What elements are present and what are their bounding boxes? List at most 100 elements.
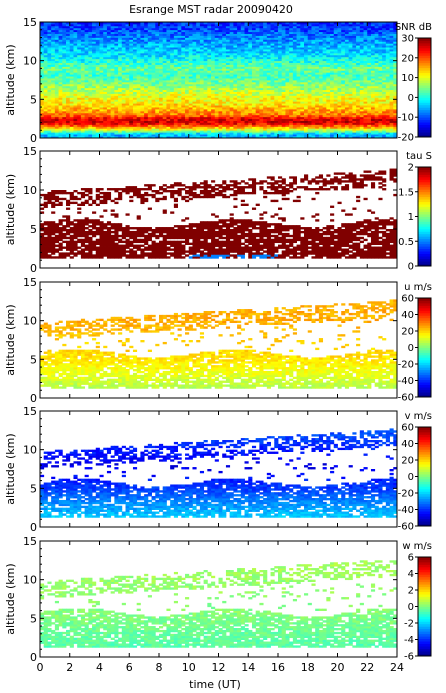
heatmap-cell (40, 132, 45, 135)
heatmap-cell (177, 109, 182, 112)
heatmap-cell (181, 49, 186, 52)
heatmap-cell (110, 33, 115, 36)
heatmap-cell (166, 31, 171, 34)
heatmap-cell (62, 107, 67, 110)
heatmap-cell (207, 110, 212, 114)
heatmap-cell (181, 109, 186, 112)
heatmap-cell (229, 132, 234, 135)
heatmap-cell (110, 132, 115, 135)
heatmap-cell (114, 128, 119, 131)
heatmap-cell (43, 107, 48, 110)
heatmap-cell (229, 47, 234, 50)
heatmap-cell (73, 132, 78, 135)
heatmap-cell (185, 47, 190, 50)
heatmap-cell (66, 60, 71, 63)
heatmap-cell (185, 116, 190, 120)
heatmap-cell (159, 35, 164, 38)
heatmap-cell (40, 25, 45, 29)
heatmap-cell (140, 91, 145, 94)
heatmap-cell (170, 110, 175, 114)
heatmap-cell (192, 89, 197, 92)
heatmap-cell (125, 23, 130, 27)
heatmap-cell (73, 45, 78, 48)
heatmap-cell (51, 110, 56, 114)
heatmap-cell (66, 64, 71, 67)
heatmap-cell (192, 78, 197, 81)
heatmap-cell (99, 114, 104, 118)
heatmap-cell (77, 27, 82, 31)
heatmap-cell (54, 130, 59, 133)
heatmap-cell (110, 91, 115, 94)
heatmap-cell (225, 134, 231, 137)
heatmap-cell (166, 116, 171, 120)
heatmap-cell (222, 132, 227, 135)
heatmap-cell (47, 29, 52, 33)
heatmap-cell (69, 51, 74, 54)
heatmap-cell (114, 97, 119, 100)
heatmap-cell (147, 81, 152, 85)
heatmap-cell (47, 99, 52, 102)
heatmap-cell (51, 101, 56, 104)
heatmap-cell (110, 85, 115, 89)
heatmap-cell (166, 122, 171, 125)
heatmap-cell (170, 114, 175, 118)
heatmap-cell (110, 49, 115, 52)
heatmap-cell (99, 110, 104, 114)
heatmap-cell (203, 83, 208, 87)
heatmap-cell (54, 118, 59, 121)
heatmap-cell (214, 89, 219, 92)
heatmap-cell (162, 87, 167, 91)
heatmap-cell (77, 112, 82, 116)
heatmap-cell (177, 70, 182, 73)
heatmap-cell (173, 80, 178, 83)
heatmap-cell (132, 72, 138, 75)
heatmap-cell (170, 122, 175, 125)
heatmap-cell (218, 39, 223, 42)
heatmap-cell (51, 78, 56, 81)
heatmap-cell (177, 45, 182, 48)
heatmap-cell (233, 124, 238, 127)
heatmap-cell (84, 105, 89, 108)
heatmap-cell (222, 27, 227, 31)
heatmap-cell (110, 87, 115, 91)
heatmap-cell (218, 41, 223, 44)
heatmap-cell (211, 120, 216, 123)
heatmap-cell (147, 130, 152, 133)
heatmap-cell (147, 60, 152, 63)
heatmap-cell (229, 122, 234, 125)
heatmap-cell (144, 107, 149, 110)
heatmap-cell (121, 124, 126, 127)
heatmap-cell (229, 64, 234, 67)
heatmap-cell (185, 51, 190, 54)
heatmap-cell (129, 120, 134, 123)
heatmap-cell (144, 74, 149, 77)
heatmap-cell (185, 124, 190, 127)
heatmap-cell (54, 81, 59, 85)
heatmap-cell (147, 37, 152, 40)
heatmap-cell (99, 126, 104, 129)
heatmap-cell (103, 126, 108, 129)
heatmap-cell (151, 132, 156, 135)
heatmap-cell (218, 87, 223, 91)
heatmap-cell (177, 27, 182, 31)
heatmap-cell (159, 43, 164, 46)
heatmap-cell (199, 27, 205, 31)
heatmap-cell (84, 35, 89, 38)
heatmap-cell (58, 89, 63, 92)
heatmap-cell (136, 47, 141, 50)
heatmap-cell (88, 54, 93, 58)
heatmap-cell (192, 58, 197, 62)
heatmap-cell (69, 99, 74, 102)
heatmap-cell (207, 97, 212, 100)
heatmap-cell (69, 45, 74, 48)
heatmap-cell (151, 126, 156, 129)
heatmap-cell (62, 118, 67, 121)
heatmap-cell (159, 51, 164, 54)
heatmap-cell (162, 126, 167, 129)
heatmap-cell (199, 136, 205, 139)
heatmap-cell (121, 116, 126, 120)
heatmap-cell (125, 54, 130, 58)
heatmap-cell (185, 120, 190, 123)
heatmap-cell (69, 101, 74, 104)
heatmap-cell (47, 60, 52, 63)
